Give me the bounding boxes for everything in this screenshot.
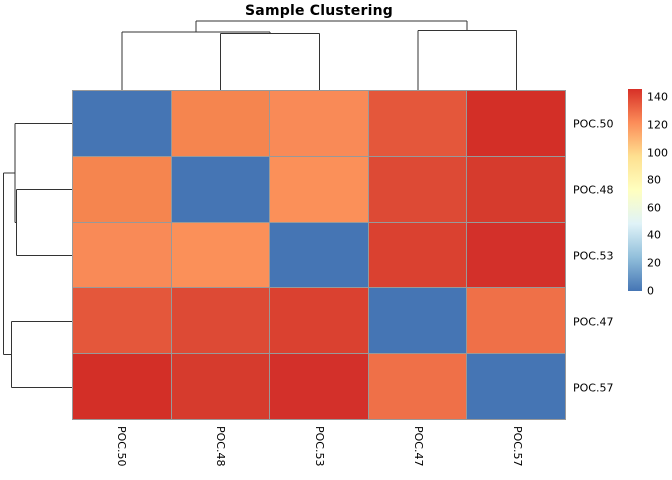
heatmap-cell xyxy=(368,288,467,354)
heatmap-cell xyxy=(467,288,565,354)
heatmap-cell xyxy=(270,354,368,419)
heatmap-cell xyxy=(368,354,467,419)
heatmap-cell xyxy=(73,354,171,419)
colorbar-tick-label: 20 xyxy=(647,256,661,270)
heatmap-cell xyxy=(368,156,467,222)
heatmap-cell xyxy=(368,222,467,288)
colorbar-tick-label: 140 xyxy=(647,90,668,104)
heatmap-grid xyxy=(72,90,566,420)
row-label: POC.47 xyxy=(573,315,614,328)
row-label: POC.48 xyxy=(573,183,614,196)
row-label: POC.53 xyxy=(573,249,614,262)
colorbar-tick-label: 0 xyxy=(647,284,654,297)
heatmap-cell xyxy=(171,222,270,288)
heatmap-cell xyxy=(73,156,171,222)
heatmap-cell xyxy=(368,91,467,156)
heatmap-cell xyxy=(467,354,565,419)
colorbar-tick-label: 120 xyxy=(647,118,668,132)
colorbar-tick-label: 60 xyxy=(647,201,661,215)
heatmap-cell xyxy=(270,91,368,156)
heatmap-cell xyxy=(270,156,368,222)
col-label: POC.57 xyxy=(510,426,524,467)
heatmap-cell xyxy=(73,222,171,288)
heatmap-cell xyxy=(270,222,368,288)
heatmap-cell xyxy=(73,91,171,156)
heatmap-cell xyxy=(171,354,270,419)
col-label: POC.50 xyxy=(115,426,129,467)
heatmap-cell xyxy=(171,288,270,354)
col-label: POC.48 xyxy=(214,426,228,467)
heatmap-cell xyxy=(270,288,368,354)
row-dendrogram xyxy=(3,123,72,388)
heatmap-cell xyxy=(171,156,270,222)
col-label: POC.53 xyxy=(313,426,326,467)
row-label: POC.57 xyxy=(573,381,614,394)
colorbar-gradient xyxy=(628,89,642,291)
col-label: POC.47 xyxy=(411,426,425,467)
chart-title: Sample Clustering xyxy=(245,3,393,19)
row-label: POC.50 xyxy=(573,117,614,130)
heatmap-cell xyxy=(467,222,565,288)
colorbar-tick-label: 40 xyxy=(647,228,661,242)
heatmap-cell xyxy=(467,156,565,222)
colorbar-tick-label: 100 xyxy=(647,146,668,159)
heatmap-cell xyxy=(73,288,171,354)
heatmap-cell xyxy=(467,91,565,156)
colorbar-tick-label: 80 xyxy=(647,173,661,187)
column-dendrogram xyxy=(121,20,518,90)
heatmap-cell xyxy=(171,91,270,156)
